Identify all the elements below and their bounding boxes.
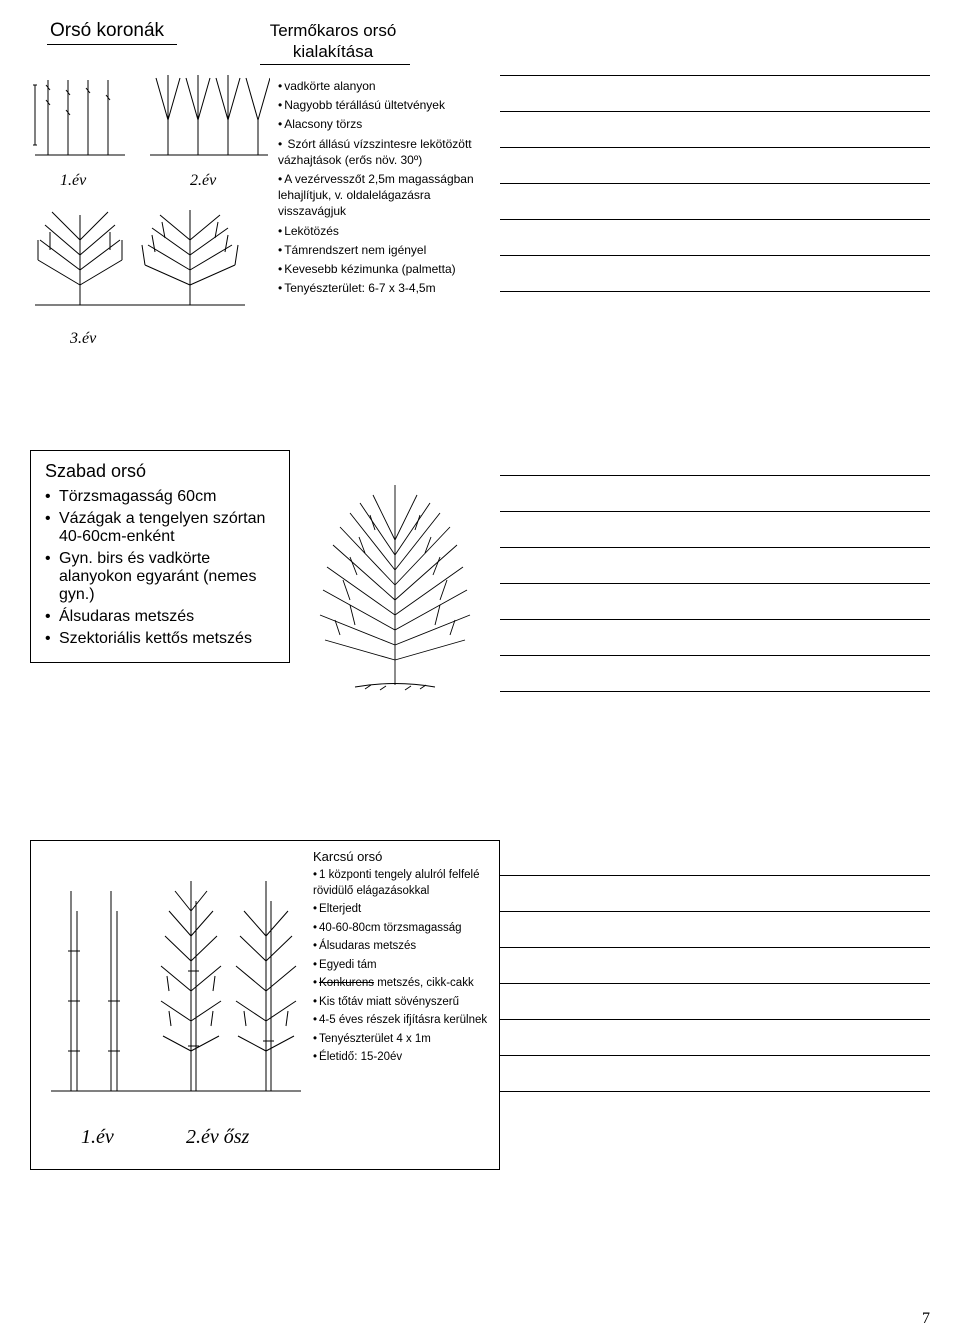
year1-label: 1.év [60,172,86,190]
s3-b2: 40-60-80cm törzsmagasság [313,921,493,937]
slender-spindle-trees [41,851,311,1111]
s1-b4: A vezérvesszőt 2,5m magasságban lehajlít… [278,171,493,220]
note-line [500,76,930,112]
slide2-notes [500,420,930,780]
s1-b6: Támrendszert nem igényel [278,242,493,258]
note-line [500,984,930,1020]
title-underline2 [260,64,410,65]
free-spindle-tree [295,475,495,705]
s3-b5: Konkurens metszés, cikk-cakk [313,976,493,992]
slide1-title-right: Termőkaros orsó kialakítása [248,20,418,63]
note-line [500,876,930,912]
s3-b1: Elterjedt [313,902,493,918]
s3-b6: Kis tőtáv miatt sövényszerű [313,995,493,1011]
trees-year1-2 [30,60,270,170]
s1-b7: Kevesebb kézimunka (palmetta) [278,261,493,277]
note-line [500,548,930,584]
s3-b3: Álsudaras metszés [313,939,493,955]
s3-year1: 1.év [81,1126,114,1149]
s2-i0: Törzsmagasság 60cm [45,488,275,506]
slide3-title: Karcsú orsó [313,849,493,864]
slide-1-left: Orsó koronák Termőkaros orsó kialakítása [30,20,500,380]
note-line [500,840,930,876]
s3-b4: Egyedi tám [313,958,493,974]
s1-b2: Alacsony törzs [278,116,493,132]
s1-b1: Nagyobb térállású ültetvények [278,97,493,113]
slide-3-left: 1.év 2.év ősz Karcsú orsó 1 központi ten… [30,820,500,1220]
s2-i2: Gyn. birs és vadkörte alanyokon egyaránt… [45,550,275,604]
title-underline [47,44,177,45]
slide1-title-right-l2: kialakítása [293,42,373,61]
s2-i4: Szektoriális kettős metszés [45,630,275,648]
note-line [500,1056,930,1092]
s3-year2: 2.év ősz [186,1126,249,1149]
s3-b0: 1 központi tengely alulról felfelé rövid… [313,868,493,899]
slide1-title-right-l1: Termőkaros orsó [270,21,397,40]
s1-b5: Lekötözés [278,223,493,239]
slide1-notes [500,20,930,380]
note-line [500,1020,930,1056]
slide1-bullets: vadkörte alanyon Nagyobb térállású ültet… [278,78,493,299]
s1-b3: Szórt állású vízszintesre lekötözött váz… [278,136,493,168]
note-line [500,184,930,220]
slide-1-row: Orsó koronák Termőkaros orsó kialakítása [30,20,930,380]
page: Orsó koronák Termőkaros orsó kialakítása [0,0,960,1340]
slide2-box: Szabad orsó Törzsmagasság 60cm Vázágak a… [30,450,290,663]
slide-2-left: Szabad orsó Törzsmagasság 60cm Vázágak a… [30,420,500,780]
note-line [500,948,930,984]
page-number: 7 [922,1310,930,1328]
s2-i3: Álsudaras metszés [45,608,275,626]
note-line [500,912,930,948]
note-line [500,220,930,256]
year3-label: 3.év [70,330,96,348]
slide3-bullets: Karcsú orsó 1 központi tengely alulról f… [313,849,493,1069]
trees-year3 [30,190,270,320]
s1-b0: vadkörte alanyon [278,78,493,94]
s2-i1: Vázágak a tengelyen szórtan 40-60cm-enké… [45,510,275,546]
s3-b8: Tenyészterület 4 x 1m [313,1032,493,1048]
note-line [500,440,930,476]
note-line [500,40,930,76]
slide3-notes [500,820,930,1220]
note-line [500,476,930,512]
slide-3-row: 1.év 2.év ősz Karcsú orsó 1 központi ten… [30,820,930,1220]
slide1-title-left: Orsó koronák [50,20,164,42]
slide2-title: Szabad orsó [45,461,275,482]
note-line [500,148,930,184]
note-line [500,620,930,656]
s3-b9: Életidő: 15-20év [313,1050,493,1066]
note-line [500,256,930,292]
note-line [500,584,930,620]
note-line [500,512,930,548]
s1-b8: Tenyészterület: 6-7 x 3-4,5m [278,280,493,296]
note-line [500,656,930,692]
year2-label: 2.év [190,172,216,190]
note-line [500,112,930,148]
s3-b7: 4-5 éves részek ifjításra kerülnek [313,1013,493,1029]
slide-2-row: Szabad orsó Törzsmagasság 60cm Vázágak a… [30,420,930,780]
slide3-frame: 1.év 2.év ősz Karcsú orsó 1 központi ten… [30,840,500,1170]
